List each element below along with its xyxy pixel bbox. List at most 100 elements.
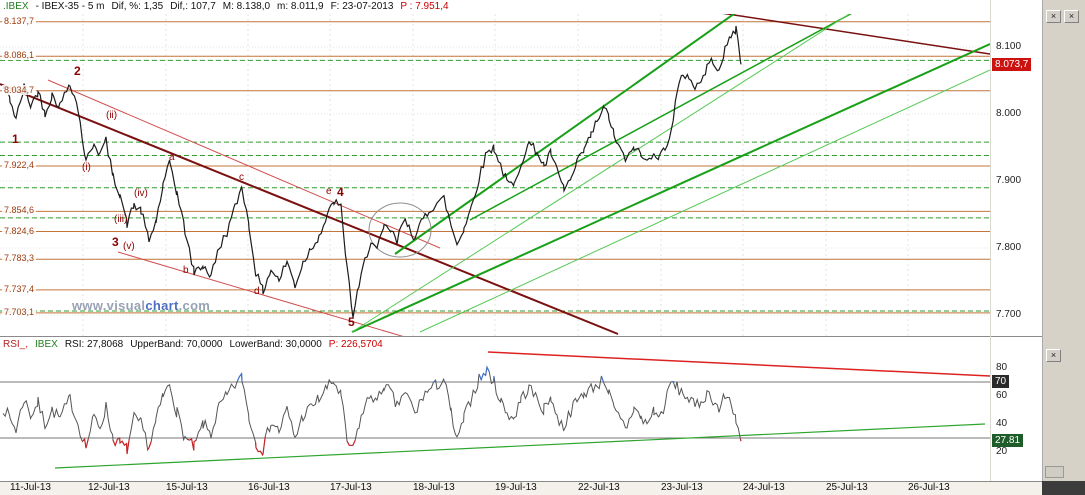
axis-divider xyxy=(990,0,991,481)
date-label: 18-Jul-13 xyxy=(413,482,455,493)
header-segment: - IBEX-35 - 5 m xyxy=(35,1,105,12)
date-label: 25-Jul-13 xyxy=(826,482,868,493)
last-price-badge: 8.073,7 xyxy=(992,58,1032,71)
rsi-axis-tick: 80 xyxy=(996,362,1008,373)
rsi-oversold-segment xyxy=(147,441,152,451)
price-level-label: 7.783,3 xyxy=(2,253,37,263)
date-label: 22-Jul-13 xyxy=(578,482,620,493)
wave-label: a xyxy=(169,152,175,163)
wave-label: 2 xyxy=(74,64,81,78)
price-level-label: 7.737,4 xyxy=(2,284,37,294)
rsi-header: RSI_, IBEX RSI: 27,8068 UpperBand: 70,0000 L… xyxy=(3,339,390,350)
wave-label: (v) xyxy=(123,241,135,252)
price-plot[interactable] xyxy=(0,14,990,336)
header-segment: IBEX xyxy=(35,339,58,350)
rsi-oversold-segment xyxy=(112,437,130,455)
rsi-oversold-segment xyxy=(81,437,89,449)
header-segment: Dif, %: 1,35 xyxy=(111,1,164,12)
price-level-label: 7.854,6 xyxy=(2,205,37,215)
date-label: 12-Jul-13 xyxy=(88,482,130,493)
date-label: 15-Jul-13 xyxy=(166,482,208,493)
watermark-suffix: .com xyxy=(178,298,211,313)
date-label: 19-Jul-13 xyxy=(495,482,537,493)
price-axis-tick: 8.100 xyxy=(996,41,1022,52)
date-label: 17-Jul-13 xyxy=(330,482,372,493)
wave-label: 1 xyxy=(12,132,19,146)
price-axis-tick: 7.900 xyxy=(996,175,1022,186)
price-level-label: 7.922,4 xyxy=(2,160,37,170)
price-level-label: 8.137,7 xyxy=(2,16,37,26)
price-axis-tick: 7.700 xyxy=(996,309,1022,320)
price-series xyxy=(2,25,742,318)
header-segment: RSI_, xyxy=(3,339,29,350)
price-level-label: 8.034,7 xyxy=(2,85,37,95)
date-label: 26-Jul-13 xyxy=(908,482,950,493)
price-level-label: 8.086,1 xyxy=(2,50,37,60)
close-icon[interactable]: × xyxy=(1046,349,1061,362)
header-segment: RSI: 27,8068 xyxy=(64,339,124,350)
header-segment: .IBEX xyxy=(3,1,29,12)
trend-line xyxy=(419,69,990,333)
wave-label: (i) xyxy=(82,162,91,173)
watermark: www.visualchart.com xyxy=(72,298,210,313)
trend-line xyxy=(394,14,736,255)
header-segment: m: 8.011,9 xyxy=(277,1,324,12)
rsi-trend-line xyxy=(487,351,990,377)
header-segment: LowerBand: 30,0000 xyxy=(229,339,322,350)
trend-line xyxy=(351,14,851,333)
highlight-ellipse xyxy=(368,202,432,258)
trend-line xyxy=(117,251,404,336)
header-segment: P: 226,5704 xyxy=(328,339,383,350)
rsi-plot[interactable] xyxy=(0,350,990,478)
price-chart-header: .IBEX - IBEX-35 - 5 m Dif, %: 1,35 Dif,: 10… xyxy=(3,1,456,13)
trend-line xyxy=(0,83,619,335)
rsi-oversold-segment xyxy=(186,438,197,451)
price-level-label: 7.824,6 xyxy=(2,226,37,236)
rsi-trend-line xyxy=(54,423,986,469)
rsi-overbought-segment xyxy=(236,372,243,382)
wave-label: (ii) xyxy=(106,110,118,121)
close-icon[interactable]: × xyxy=(1064,10,1079,23)
rsi-oversold-segment xyxy=(739,438,742,442)
header-segment: UpperBand: 70,0000 xyxy=(130,339,223,350)
wave-label: (iii) xyxy=(114,214,128,225)
rsi-upper-band-badge: 70 xyxy=(992,375,1010,388)
trend-line xyxy=(722,14,990,55)
rsi-axis-tick: 20 xyxy=(996,446,1008,457)
price-axis-tick: 8.000 xyxy=(996,108,1022,119)
rsi-overbought-segment xyxy=(600,375,605,383)
header-segment: M: 8.138,0 xyxy=(222,1,271,12)
rsi-axis-tick: 40 xyxy=(996,418,1008,429)
rsi-axis-tick: 60 xyxy=(996,390,1008,401)
header-segment: F: 23-07-2013 xyxy=(330,1,394,12)
scrollbar-thumb[interactable] xyxy=(1045,466,1064,478)
header-segment: P : 7.951,4 xyxy=(400,1,449,12)
wave-label: e xyxy=(326,186,332,197)
close-icon[interactable]: × xyxy=(1046,10,1061,23)
wave-label: 4 xyxy=(337,185,344,199)
rsi-overbought-segment xyxy=(478,365,490,382)
price-level-label: 7.703,1 xyxy=(2,307,37,317)
right-sidebar xyxy=(1042,0,1085,495)
trend-line xyxy=(469,14,853,221)
rsi-oversold-segment xyxy=(255,436,266,457)
date-label: 23-Jul-13 xyxy=(661,482,703,493)
trend-line xyxy=(351,43,990,333)
wave-label: b xyxy=(183,265,189,276)
rsi-current-value-badge: 27.81 xyxy=(992,434,1024,447)
price-axis-tick: 7.800 xyxy=(996,242,1022,253)
watermark-prefix: www.visual xyxy=(72,298,146,313)
header-segment: Dif,: 107,7 xyxy=(170,1,216,12)
wave-label: d xyxy=(254,286,260,297)
bottom-right-panel xyxy=(1042,481,1085,495)
date-label: 16-Jul-13 xyxy=(248,482,290,493)
rsi-overbought-segment xyxy=(433,379,436,383)
wave-label: c xyxy=(239,172,244,183)
rsi-chart-area xyxy=(0,336,1042,481)
date-axis-bar xyxy=(0,481,1042,495)
watermark-mid: chart xyxy=(145,298,179,313)
wave-label: 3 xyxy=(112,235,119,249)
date-label: 24-Jul-13 xyxy=(743,482,785,493)
wave-label: 5 xyxy=(348,315,355,329)
